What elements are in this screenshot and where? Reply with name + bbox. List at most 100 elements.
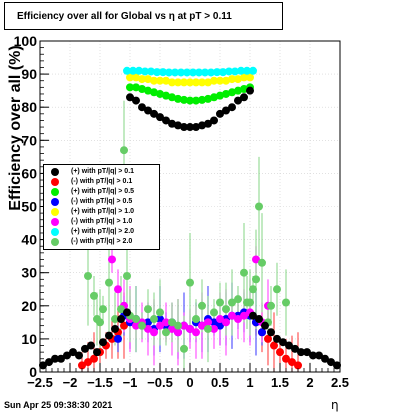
legend: (+) with pT/|q| > 0.1 (-) with pT/|q| > …: [43, 164, 160, 250]
data-point: [291, 344, 299, 353]
data-point: [129, 66, 137, 75]
data-point: [207, 68, 215, 77]
data-point: [90, 354, 98, 363]
data-point: [216, 321, 224, 330]
data-point: [282, 298, 290, 307]
data-point: [186, 278, 194, 287]
data-point: [180, 95, 188, 104]
data-point: [249, 66, 257, 75]
data-point: [168, 93, 176, 102]
data-point: [222, 318, 230, 327]
data-point: [240, 311, 248, 320]
data-point: [81, 344, 89, 353]
data-point: [237, 66, 245, 75]
y-tick-label: 20: [21, 298, 37, 314]
data-point: [195, 68, 203, 77]
data-point: [222, 305, 230, 314]
data-point: [192, 78, 200, 87]
data-point: [156, 308, 164, 317]
x-axis-label: η: [331, 398, 339, 412]
legend-entry: (+) with pT/|q| > 0.1: [44, 167, 161, 177]
data-point: [321, 354, 329, 363]
data-point: [276, 348, 284, 357]
data-point: [261, 321, 269, 330]
data-point: [84, 358, 92, 367]
data-point: [162, 76, 170, 85]
data-point: [162, 91, 170, 100]
data-point: [210, 76, 218, 85]
data-point: [258, 328, 266, 337]
data-point: [51, 354, 59, 363]
data-point: [255, 315, 263, 324]
data-point: [168, 324, 176, 333]
data-point: [198, 95, 206, 104]
data-point: [246, 298, 254, 307]
data-point: [267, 328, 275, 337]
data-point: [144, 86, 152, 95]
data-point: [174, 121, 182, 130]
data-point: [138, 75, 146, 84]
data-point: [93, 348, 101, 357]
data-point: [216, 76, 224, 85]
y-tick-label: 0: [29, 364, 37, 380]
data-point: [180, 344, 188, 353]
data-point: [69, 348, 77, 357]
data-point: [111, 324, 119, 333]
data-point: [132, 96, 140, 105]
legend-label: (-) with pT/|q| > 1.0: [71, 218, 133, 225]
data-point: [123, 272, 131, 281]
data-point: [90, 291, 98, 300]
x-tick-label: −0.5: [147, 375, 173, 390]
data-point: [192, 315, 200, 324]
legend-marker: [51, 198, 59, 206]
data-point: [108, 255, 116, 264]
data-point: [213, 68, 221, 77]
data-point: [216, 315, 224, 324]
data-point: [183, 68, 191, 77]
legend-entry: (-) with pT/|q| > 2.0: [44, 237, 161, 247]
data-point: [156, 113, 164, 122]
data-point: [210, 324, 218, 333]
data-point: [180, 78, 188, 87]
legend-entry: (+) with pT/|q| > 1.0: [44, 207, 161, 217]
data-point: [210, 308, 218, 317]
data-point: [240, 268, 248, 277]
data-point: [180, 123, 188, 132]
data-point: [273, 334, 281, 343]
data-point: [132, 73, 140, 82]
data-point: [126, 73, 134, 82]
data-point: [204, 78, 212, 87]
data-point: [120, 146, 128, 155]
y-tick-label: 40: [21, 232, 37, 248]
data-point: [132, 83, 140, 92]
x-tick-label: −2.5: [27, 375, 53, 390]
data-point: [135, 66, 143, 75]
data-point: [219, 68, 227, 77]
data-point: [150, 88, 158, 97]
data-point: [156, 321, 164, 330]
data-point: [264, 334, 272, 343]
data-point: [123, 308, 131, 317]
y-axis-label: Efficiency over all (%): [7, 45, 24, 211]
axes: −2.5 −2 −1.5 −1 −0.5 0 0.5 1 1.5 2 2.5 0 10 20 30 40 50 6…: [14, 33, 349, 390]
data-point: [216, 109, 224, 118]
data-point: [189, 68, 197, 77]
data-point: [240, 73, 248, 82]
data-point: [156, 315, 164, 324]
data-point: [144, 75, 152, 84]
legend-label: (+) with pT/|q| > 2.0: [71, 228, 135, 235]
data-point: [192, 123, 200, 132]
legend-entry: (-) with pT/|q| > 1.0: [44, 217, 161, 227]
legend-label: (+) with pT/|q| > 0.5: [71, 188, 135, 195]
data-point: [186, 78, 194, 87]
data-point: [309, 351, 317, 360]
x-tick-label: 2: [306, 375, 313, 390]
legend-marker: [51, 218, 59, 226]
data-point: [111, 315, 119, 324]
x-tick-label: −1.5: [87, 375, 113, 390]
data-point: [252, 275, 260, 284]
data-point: [204, 324, 212, 333]
data-point: [177, 68, 185, 77]
data-points: [39, 66, 341, 370]
data-point: [132, 315, 140, 324]
